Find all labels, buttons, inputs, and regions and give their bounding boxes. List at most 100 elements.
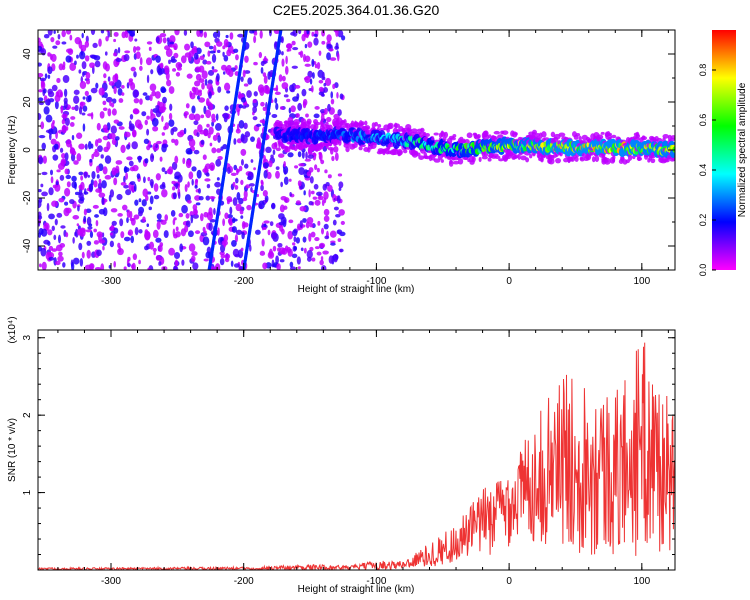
noise-point bbox=[223, 55, 229, 62]
noise-point bbox=[172, 68, 177, 72]
noise-point bbox=[184, 43, 191, 51]
noise-point bbox=[217, 155, 223, 161]
noise-point bbox=[277, 247, 281, 252]
noise-point bbox=[241, 134, 248, 144]
x-tick-label: 0 bbox=[506, 276, 512, 287]
noise-point bbox=[128, 160, 134, 167]
noise-point bbox=[232, 248, 240, 257]
noise-point bbox=[130, 66, 136, 72]
noise-point bbox=[149, 195, 154, 205]
noise-point bbox=[298, 51, 302, 56]
band-halo bbox=[310, 144, 316, 152]
noise-point bbox=[208, 45, 214, 50]
noise-point bbox=[253, 61, 258, 66]
band-halo bbox=[333, 145, 339, 153]
band-halo bbox=[466, 132, 473, 139]
noise-point bbox=[61, 30, 66, 38]
noise-point bbox=[63, 88, 68, 98]
band-halo bbox=[325, 121, 329, 127]
noise-point bbox=[86, 240, 92, 246]
noise-point bbox=[313, 33, 318, 37]
noise-point bbox=[239, 209, 244, 215]
noise-point bbox=[151, 155, 154, 159]
noise-point bbox=[166, 168, 173, 175]
noise-point bbox=[195, 202, 201, 206]
noise-point bbox=[186, 73, 193, 79]
noise-point bbox=[281, 247, 288, 255]
noise-point bbox=[256, 193, 260, 198]
noise-point bbox=[235, 54, 239, 61]
noise-point bbox=[65, 207, 72, 214]
noise-point bbox=[322, 250, 329, 255]
noise-point bbox=[113, 31, 119, 37]
band-halo bbox=[471, 155, 476, 163]
noise-point bbox=[316, 167, 320, 173]
band-halo bbox=[606, 132, 613, 137]
noise-point bbox=[185, 220, 191, 228]
noise-point bbox=[187, 199, 192, 204]
noise-point bbox=[191, 255, 196, 262]
noise-point bbox=[47, 74, 51, 79]
noise-point bbox=[252, 99, 257, 104]
noise-point bbox=[303, 190, 306, 196]
noise-point bbox=[89, 158, 93, 163]
band-halo bbox=[531, 129, 538, 135]
noise-point bbox=[230, 260, 234, 267]
noise-point bbox=[102, 166, 108, 175]
noise-point bbox=[87, 226, 93, 230]
noise-point bbox=[159, 156, 163, 162]
noise-point bbox=[291, 40, 296, 46]
band-halo bbox=[396, 148, 403, 156]
noise-point bbox=[322, 71, 325, 80]
band-halo bbox=[418, 155, 425, 160]
noise-point bbox=[181, 204, 188, 214]
band-halo bbox=[424, 133, 430, 137]
noise-point bbox=[87, 113, 94, 117]
noise-point bbox=[47, 52, 51, 57]
noise-point bbox=[187, 55, 192, 62]
noise-point bbox=[52, 184, 57, 189]
snr-panel: -300 -200 -100 0 100 1 2 3 Height of straight … bbox=[7, 316, 676, 595]
noise-point bbox=[129, 210, 133, 220]
noise-point bbox=[51, 122, 55, 130]
noise-point bbox=[198, 89, 202, 93]
noise-point bbox=[303, 247, 307, 254]
noise-point bbox=[159, 184, 166, 190]
band-halo bbox=[514, 132, 518, 136]
noise-point bbox=[112, 98, 117, 104]
noise-point bbox=[192, 204, 198, 211]
noise-point bbox=[100, 154, 104, 159]
noise-point bbox=[215, 80, 220, 86]
snr-y-scale-label: (x10⁴) bbox=[7, 316, 18, 343]
noise-point bbox=[48, 187, 54, 196]
noise-point bbox=[93, 240, 99, 245]
noise-point bbox=[188, 171, 194, 180]
band-halo bbox=[411, 128, 418, 134]
noise-point bbox=[267, 229, 271, 236]
noise-point bbox=[193, 120, 199, 126]
noise-point bbox=[309, 78, 313, 85]
noise-point bbox=[138, 229, 143, 234]
noise-point bbox=[172, 228, 176, 237]
noise-point bbox=[74, 104, 79, 112]
noise-point bbox=[222, 143, 228, 150]
noise-point bbox=[117, 47, 121, 54]
noise-point bbox=[65, 139, 72, 148]
noise-point bbox=[318, 151, 322, 156]
noise-point bbox=[81, 112, 86, 116]
noise-point bbox=[56, 169, 61, 173]
noise-point bbox=[168, 86, 175, 94]
band-halo bbox=[306, 118, 312, 125]
noise-point bbox=[214, 181, 221, 188]
band-halo bbox=[641, 135, 646, 140]
noise-point bbox=[259, 30, 263, 39]
noise-point bbox=[185, 212, 190, 219]
noise-point bbox=[262, 226, 267, 231]
noise-point bbox=[52, 154, 59, 161]
noise-point bbox=[289, 192, 292, 197]
x-tick-label: -200 bbox=[234, 276, 254, 287]
noise-point bbox=[205, 195, 211, 201]
noise-point bbox=[93, 180, 98, 188]
noise-point bbox=[115, 57, 123, 63]
noise-point bbox=[198, 187, 201, 194]
